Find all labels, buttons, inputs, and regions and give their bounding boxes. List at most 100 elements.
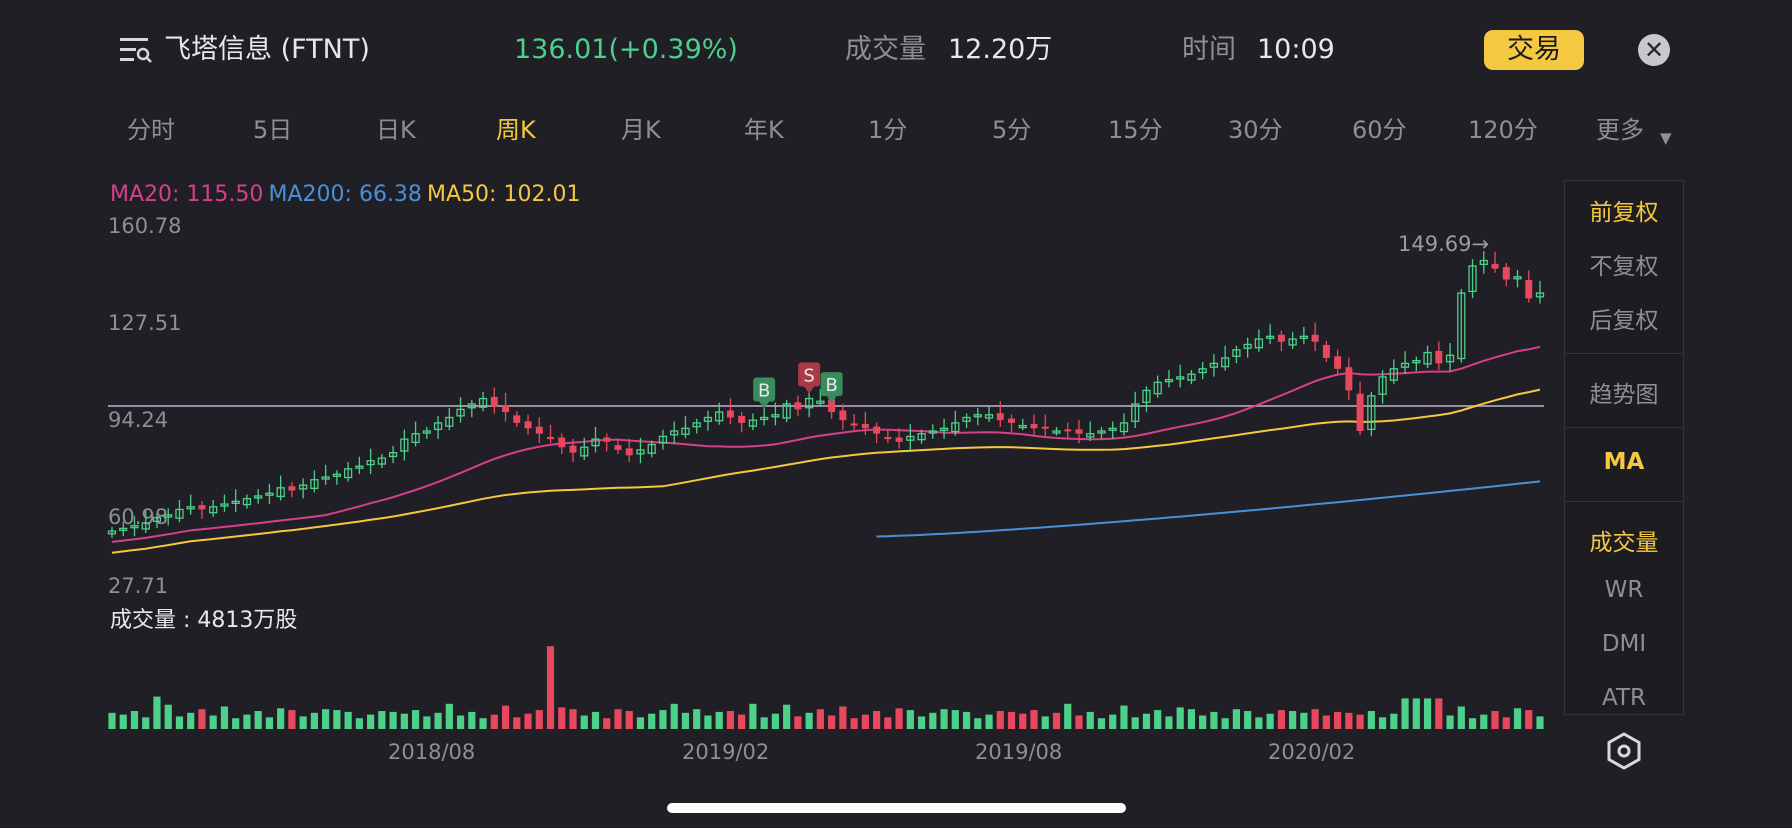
y-tick: 127.51 bbox=[108, 311, 182, 335]
candle-body bbox=[962, 416, 971, 422]
tab-5[interactable]: 年K bbox=[744, 116, 784, 144]
volume-bar bbox=[1221, 718, 1229, 729]
x-tick: 2020/02 bbox=[1268, 740, 1356, 764]
indicator-5[interactable]: 成交量 bbox=[1589, 530, 1659, 556]
candle-body bbox=[591, 438, 600, 447]
tab-11[interactable]: 120分 bbox=[1468, 116, 1538, 144]
volume-bar bbox=[378, 711, 386, 729]
candle-body bbox=[254, 495, 263, 499]
tab-4[interactable]: 月K bbox=[621, 116, 661, 144]
volume-bar bbox=[1075, 715, 1083, 729]
tab-8[interactable]: 15分 bbox=[1108, 116, 1163, 144]
menu-search-icon[interactable] bbox=[118, 34, 154, 66]
candle-body bbox=[996, 413, 1004, 421]
volume-bar bbox=[1199, 715, 1207, 729]
tab-7[interactable]: 5分 bbox=[992, 116, 1032, 144]
trade-marker-pointer bbox=[826, 396, 837, 404]
tab-9[interactable]: 30分 bbox=[1228, 116, 1283, 144]
x-tick: 2018/08 bbox=[388, 740, 476, 764]
volume-bar bbox=[760, 717, 768, 729]
volume-bar bbox=[1131, 717, 1139, 729]
tab-10[interactable]: 60分 bbox=[1352, 116, 1407, 144]
home-indicator[interactable] bbox=[667, 803, 1126, 813]
indicator-4[interactable]: MA bbox=[1603, 449, 1645, 475]
volume-bar bbox=[1536, 716, 1544, 729]
volume-bar bbox=[895, 708, 903, 729]
volume-bar bbox=[839, 706, 847, 729]
volume-bar bbox=[400, 713, 408, 729]
candle-body bbox=[299, 484, 308, 490]
tab-0[interactable]: 分时 bbox=[127, 116, 175, 144]
candle-body bbox=[1288, 338, 1297, 346]
volume-bar bbox=[288, 710, 296, 729]
volume-bar bbox=[153, 696, 161, 729]
candle-body bbox=[366, 460, 375, 466]
hexagon-settings-icon[interactable] bbox=[1606, 732, 1642, 770]
volume-bar bbox=[861, 714, 869, 729]
ma50-line bbox=[111, 388, 1541, 554]
candle-body bbox=[400, 438, 409, 452]
indicator-panel: 前复权不复权后复权趋势图 MA 成交量 WR DMI ATR bbox=[1564, 180, 1684, 715]
volume-bar bbox=[1041, 716, 1049, 729]
volume-bar bbox=[917, 716, 926, 729]
trade-marker-pointer bbox=[804, 386, 815, 394]
candle-body bbox=[107, 530, 117, 535]
tab-12[interactable]: 更多 bbox=[1596, 116, 1644, 144]
candle-body bbox=[1367, 395, 1376, 431]
trade-marker bbox=[753, 377, 776, 402]
indicator-2[interactable]: 后复权 bbox=[1589, 308, 1659, 334]
candle-body bbox=[1086, 433, 1095, 438]
candle-body bbox=[1097, 430, 1106, 434]
volume-bar bbox=[423, 716, 431, 729]
candle-body bbox=[1187, 373, 1196, 381]
volume-bar bbox=[1052, 712, 1061, 729]
candle-body bbox=[1221, 357, 1230, 368]
volume-bar bbox=[659, 710, 667, 729]
volume-bar bbox=[187, 712, 195, 729]
candle-body bbox=[130, 525, 139, 529]
candle-body bbox=[984, 414, 994, 419]
candle-body bbox=[1457, 292, 1466, 360]
close-icon[interactable]: ✕ bbox=[1638, 34, 1670, 66]
tab-1[interactable]: 5日 bbox=[253, 116, 293, 144]
candle-body bbox=[1209, 362, 1219, 368]
panel-divider bbox=[1565, 501, 1683, 502]
candle-body bbox=[433, 422, 443, 431]
candle-body bbox=[1052, 430, 1061, 434]
trade-marker-label: B bbox=[825, 375, 837, 396]
indicator-3[interactable]: 趋势图 bbox=[1589, 382, 1659, 408]
candle-body bbox=[681, 427, 690, 435]
candle-body bbox=[1064, 429, 1072, 432]
indicator-0[interactable]: 前复权 bbox=[1589, 200, 1659, 226]
trade-button[interactable]: 交易 bbox=[1484, 30, 1584, 70]
indicator-8[interactable]: ATR bbox=[1602, 685, 1646, 711]
volume-bar bbox=[1468, 718, 1477, 729]
header: 飞塔信息 (FTNT) 136.01(+0.39%) 成交量 12.20万 时间… bbox=[0, 0, 1792, 100]
candle-body bbox=[220, 503, 229, 507]
candlestick-chart[interactable]: BS B bbox=[0, 0, 1560, 790]
indicator-6[interactable]: WR bbox=[1604, 577, 1644, 603]
volume-bar bbox=[1367, 711, 1375, 729]
volume-bar bbox=[1525, 710, 1533, 729]
indicator-1[interactable]: 不复权 bbox=[1589, 254, 1659, 280]
candle-body bbox=[175, 508, 184, 519]
tab-2[interactable]: 日K bbox=[376, 116, 416, 144]
candle-body bbox=[1131, 403, 1140, 422]
tab-6[interactable]: 1分 bbox=[868, 116, 908, 144]
volume-bar bbox=[1423, 698, 1432, 729]
candle-body bbox=[738, 415, 746, 423]
volume-bar bbox=[873, 711, 881, 729]
stock-title: 飞塔信息 (FTNT) bbox=[164, 34, 370, 65]
volume-bar bbox=[1232, 709, 1241, 729]
more-dropdown-icon[interactable]: ▼ bbox=[1660, 129, 1672, 147]
indicator-7[interactable]: DMI bbox=[1601, 631, 1647, 657]
volume-bar bbox=[715, 711, 723, 729]
candle-body bbox=[917, 433, 926, 441]
candle-body bbox=[1030, 423, 1038, 429]
candle-body bbox=[411, 433, 420, 444]
volume-bar bbox=[1097, 718, 1106, 729]
trade-marker-label: B bbox=[758, 380, 770, 401]
volume-bar bbox=[546, 646, 555, 729]
candle-body bbox=[377, 457, 386, 465]
tab-3[interactable]: 周K bbox=[496, 116, 536, 144]
